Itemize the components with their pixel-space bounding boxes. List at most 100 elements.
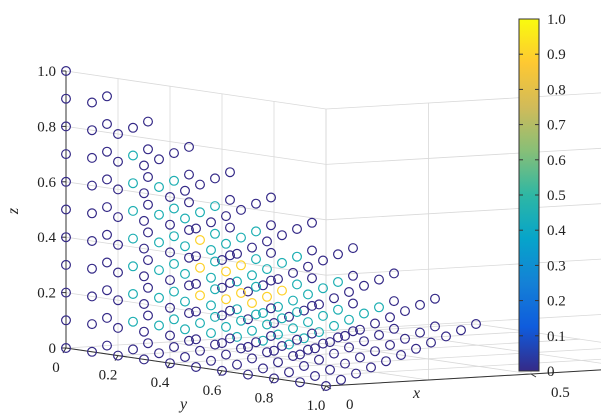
colorbar-tick-label: 0 (547, 364, 555, 380)
data-point (101, 174, 112, 185)
data-point (262, 236, 273, 247)
data-point (225, 222, 236, 233)
data-point (295, 377, 306, 388)
data-point (143, 310, 154, 321)
data-point (210, 201, 221, 212)
data-point (247, 298, 258, 309)
data-point (101, 146, 112, 157)
data-point (277, 313, 288, 324)
data-point (325, 337, 336, 348)
data-point (247, 270, 258, 281)
data-point (303, 344, 314, 355)
data-point (143, 144, 154, 155)
data-point (143, 255, 154, 266)
data-point (333, 249, 344, 260)
data-point (348, 270, 359, 281)
data-point (262, 319, 273, 330)
data-point (225, 305, 236, 316)
z-axis-label: z (5, 207, 22, 215)
data-point (221, 266, 232, 277)
data-point (101, 229, 112, 240)
grid-line-z (65, 70, 327, 110)
data-point (348, 243, 359, 254)
data-point (370, 346, 381, 357)
data-point (191, 334, 202, 345)
data-point (321, 381, 332, 392)
data-point (430, 321, 441, 332)
data-point (154, 209, 165, 220)
data-point (456, 325, 467, 336)
data-point (225, 250, 236, 261)
data-point (269, 373, 280, 384)
grid-line-z (65, 236, 327, 276)
data-point (86, 97, 97, 108)
data-point (400, 333, 411, 344)
data-point (86, 236, 97, 247)
data-point (374, 302, 385, 313)
y-axis-line (65, 347, 327, 387)
data-point (180, 296, 191, 307)
data-point (86, 180, 97, 191)
data-point (292, 251, 303, 262)
data-point (269, 318, 280, 329)
data-point (351, 368, 362, 379)
data-point (86, 125, 97, 136)
data-point (310, 371, 321, 382)
data-point (307, 300, 318, 311)
data-point (165, 192, 176, 203)
data-point (210, 256, 221, 267)
data-point (288, 351, 299, 362)
colorbar-tick-label: 0.1 (547, 329, 566, 345)
data-point (210, 284, 221, 295)
z-tick-label: 0 (49, 341, 57, 357)
data-point (217, 282, 228, 293)
data-point (232, 304, 243, 315)
data-point (314, 354, 325, 365)
data-point (288, 267, 299, 278)
data-point (307, 245, 318, 256)
data-point (411, 343, 422, 354)
data-point (258, 335, 269, 346)
colorbar-tick-label: 0.9 (547, 47, 566, 63)
data-point (284, 367, 295, 378)
data-point (251, 309, 262, 320)
grid-line-z (65, 126, 327, 165)
data-point (385, 340, 396, 351)
data-point (101, 257, 112, 268)
data-point (128, 205, 139, 216)
data-point (236, 204, 247, 215)
data-point (206, 217, 217, 228)
data-point (154, 292, 165, 303)
data-point (277, 230, 288, 241)
data-point (318, 310, 329, 321)
data-point (389, 296, 400, 307)
data-point (329, 293, 340, 304)
y-tick-label: 1.0 (307, 398, 326, 414)
data-point (251, 254, 262, 265)
data-point (60, 93, 71, 104)
data-point (415, 299, 426, 310)
data-point (415, 327, 426, 338)
grid-line-z (65, 292, 327, 331)
tick-labels: 00.20.40.60.81.000.20.40.60.81.000.51.0 (37, 64, 570, 414)
data-point (169, 231, 180, 242)
data-point (101, 118, 112, 129)
y-tick-label: 0.4 (151, 375, 170, 391)
data-point (266, 247, 277, 258)
data-point (310, 343, 321, 354)
data-point (471, 319, 482, 330)
data-point (430, 293, 441, 304)
data-point (184, 252, 195, 263)
data-point (221, 294, 232, 305)
colorbar-tick-label: 0.5 (547, 188, 566, 204)
z-tick-label: 0.6 (37, 175, 56, 191)
data-point (344, 314, 355, 325)
data-point (195, 262, 206, 273)
data-point (236, 288, 247, 299)
data-point (169, 286, 180, 297)
data-point (165, 275, 176, 286)
data-point (266, 303, 277, 314)
data-point (184, 197, 195, 208)
data-point (128, 261, 139, 272)
data-point (232, 331, 243, 342)
